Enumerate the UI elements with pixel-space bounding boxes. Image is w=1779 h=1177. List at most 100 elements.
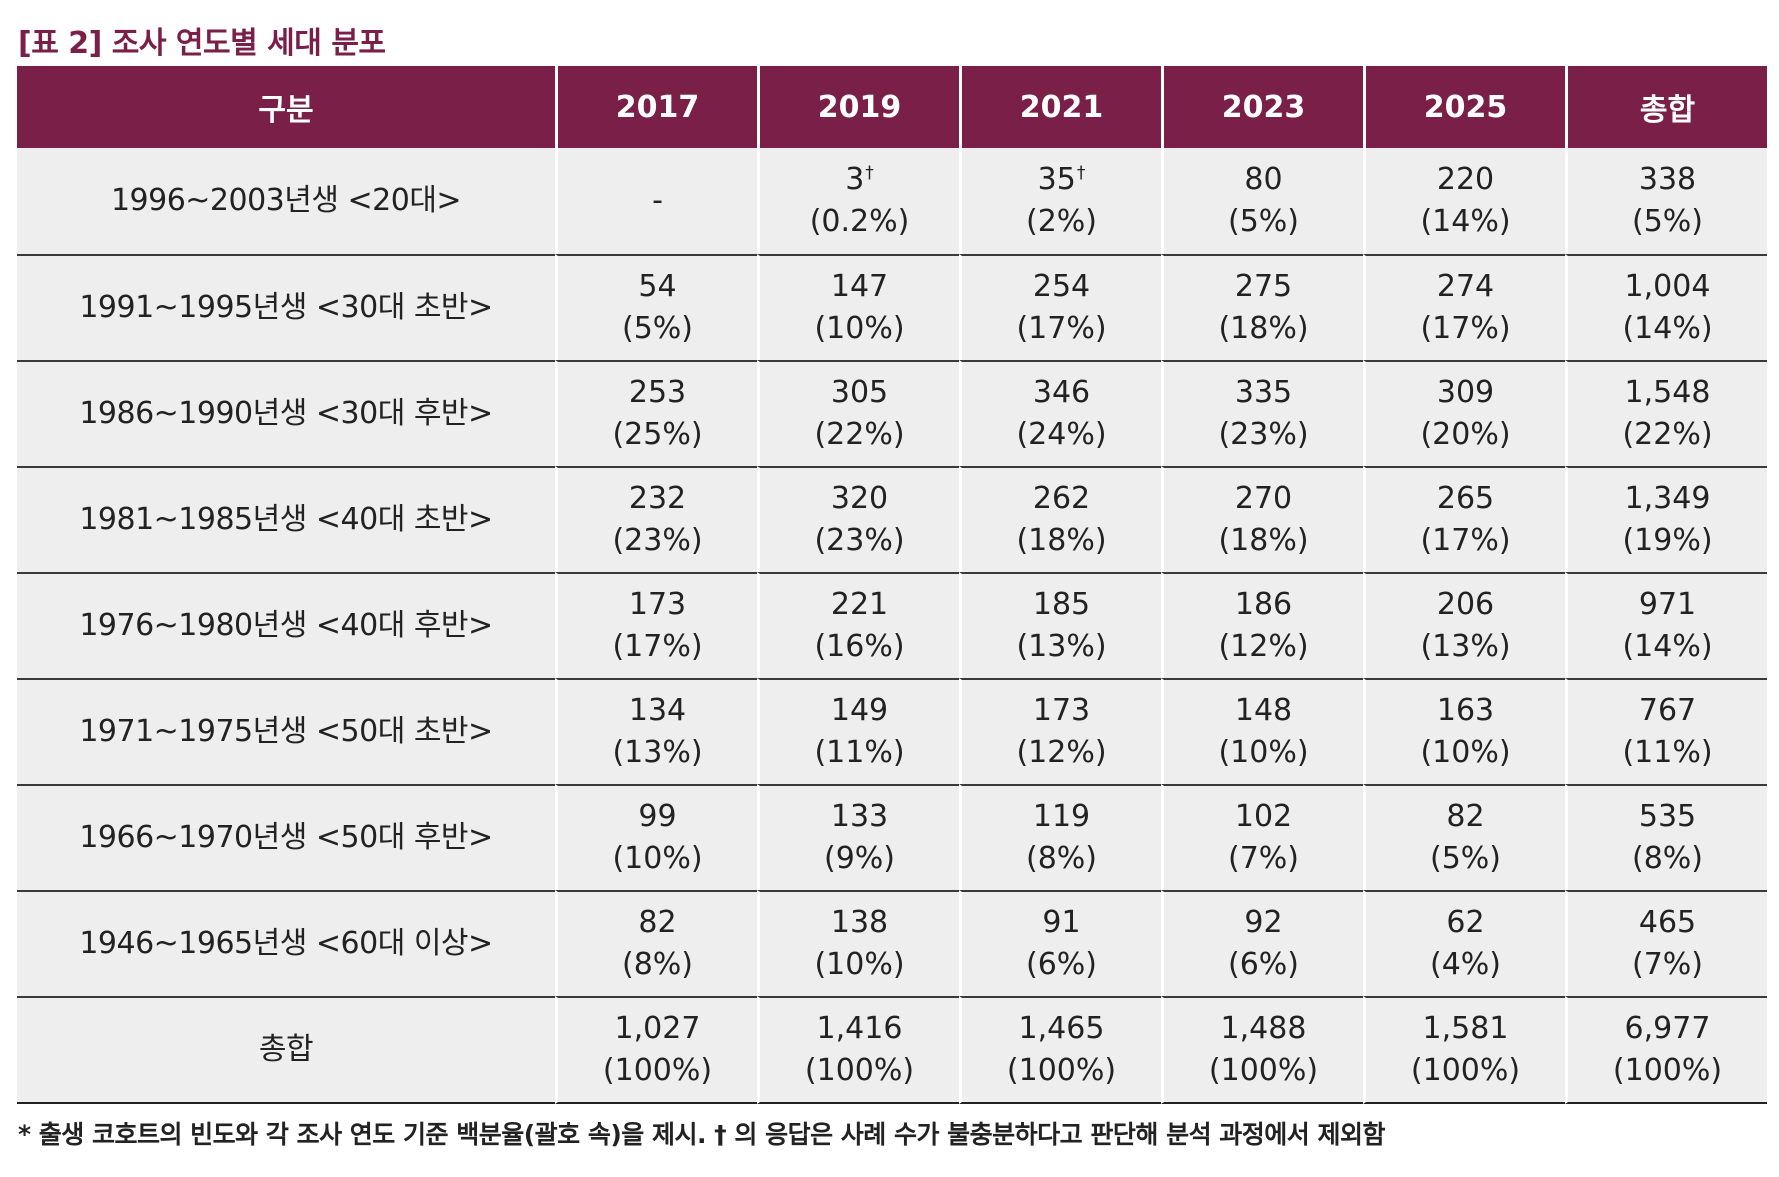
cell-percentage: (17%) <box>1420 311 1511 346</box>
cell-count: 206 <box>1436 587 1495 622</box>
cell-count-line: 767 <box>1568 690 1767 732</box>
cell-percentage: (17%) <box>1420 523 1511 558</box>
data-cell: 82 (5%) <box>1363 784 1565 890</box>
cell-count: 253 <box>628 375 687 410</box>
cell-count-line: 232 <box>558 478 757 520</box>
cell-percentage: (14%) <box>1420 204 1511 239</box>
cell-count-line: 1,416 <box>760 1008 959 1050</box>
cell-count: 138 <box>830 905 889 940</box>
table-row: 1991~1995년생 <30대 초반> 54 (5%) 147 (10%) 254 (17… <box>17 254 1767 360</box>
cell-percentage: (6%) <box>1025 947 1097 982</box>
data-cell: 465 (7%) <box>1565 890 1767 996</box>
cell-count: 185 <box>1032 587 1091 622</box>
cell-count: 149 <box>830 693 889 728</box>
cell-count: 320 <box>830 481 889 516</box>
cell-count: 971 <box>1638 587 1697 622</box>
cell-percentage: (5%) <box>1227 204 1299 239</box>
cell-count-line: 134 <box>558 690 757 732</box>
cell-count: 767 <box>1638 693 1697 728</box>
data-cell: 62 (4%) <box>1363 890 1565 996</box>
table-row: 1986~1990년생 <30대 후반> 253 (25%) 305 (22%) 346 (… <box>17 360 1767 466</box>
data-cell: 265 (17%) <box>1363 466 1565 572</box>
data-cell: 173 (12%) <box>959 678 1161 784</box>
cell-percentage: (23%) <box>814 523 905 558</box>
cell-percentage: (5%) <box>1429 841 1501 876</box>
cell-percentage: (14%) <box>1622 629 1713 664</box>
cell-percentage: (2%) <box>1025 204 1097 239</box>
cell-count-line: 185 <box>962 584 1161 626</box>
data-cell: 102 (7%) <box>1161 784 1363 890</box>
data-cell: 138 (10%) <box>757 890 959 996</box>
cell-count: 147 <box>830 269 889 304</box>
header-cell-2017: 2017 <box>555 66 757 148</box>
cell-percentage: (100%) <box>1410 1053 1521 1088</box>
data-cell: 3† (0.2%) <box>757 148 959 254</box>
cell-percentage: (100%) <box>602 1053 713 1088</box>
cell-percentage: (100%) <box>1612 1053 1723 1088</box>
cell-count-line: 91 <box>962 902 1161 944</box>
cell-percentage: (10%) <box>1420 735 1511 770</box>
row-label: 1946~1965년생 <60대 이상> <box>17 890 555 996</box>
cell-percentage: (14%) <box>1622 311 1713 346</box>
cell-count-line: 186 <box>1164 584 1363 626</box>
cell-percentage: (11%) <box>814 735 905 770</box>
cell-count-line: 274 <box>1366 266 1565 308</box>
cell-count: 275 <box>1234 269 1293 304</box>
cell-count: 6,977 <box>1624 1011 1711 1046</box>
cell-count-line: 335 <box>1164 372 1363 414</box>
data-cell: 274 (17%) <box>1363 254 1565 360</box>
cell-count-line: 270 <box>1164 478 1363 520</box>
cell-percentage: (19%) <box>1622 523 1713 558</box>
data-cell: 92 (6%) <box>1161 890 1363 996</box>
cell-count-line: 82 <box>558 902 757 944</box>
cell-count: 1,581 <box>1422 1011 1509 1046</box>
table-row: 1976~1980년생 <40대 후반> 173 (17%) 221 (16%) 185 (… <box>17 572 1767 678</box>
cell-count: 1,465 <box>1018 1011 1105 1046</box>
cell-count: 262 <box>1032 481 1091 516</box>
cell-count: 173 <box>1032 693 1091 728</box>
cell-percentage: (13%) <box>612 735 703 770</box>
cell-count: 535 <box>1638 799 1697 834</box>
cell-count-line: 1,349 <box>1568 478 1767 520</box>
data-cell: 335 (23%) <box>1161 360 1363 466</box>
cell-count: 221 <box>830 587 889 622</box>
data-cell: 320 (23%) <box>757 466 959 572</box>
cell-count-line: 206 <box>1366 584 1565 626</box>
data-cell: 1,349 (19%) <box>1565 466 1767 572</box>
data-cell: 163 (10%) <box>1363 678 1565 784</box>
data-cell: 309 (20%) <box>1363 360 1565 466</box>
cell-count-line: 173 <box>962 690 1161 732</box>
data-cell: 535 (8%) <box>1565 784 1767 890</box>
row-label: 1976~1980년생 <40대 후반> <box>17 572 555 678</box>
cell-percentage: (100%) <box>1208 1053 1319 1088</box>
cell-percentage: (13%) <box>1016 629 1107 664</box>
data-cell: 305 (22%) <box>757 360 959 466</box>
data-cell: 173 (17%) <box>555 572 757 678</box>
cell-count-line: 1,548 <box>1568 372 1767 414</box>
cell-percentage: (100%) <box>1006 1053 1117 1088</box>
cell-count-line: 149 <box>760 690 959 732</box>
data-cell: 1,416 (100%) <box>757 996 959 1104</box>
cell-count-line: 147 <box>760 266 959 308</box>
row-label: 1996~2003년생 <20대> <box>17 148 555 254</box>
cell-count: 220 <box>1436 162 1495 197</box>
cell-count-line: 3† <box>760 159 959 201</box>
dagger-mark: † <box>1076 163 1086 183</box>
cell-count: 3 <box>845 162 865 197</box>
data-cell: 1,548 (22%) <box>1565 360 1767 466</box>
cell-count-line: - <box>558 180 757 222</box>
data-cell: 253 (25%) <box>555 360 757 466</box>
table-body: 1996~2003년생 <20대> -3† (0.2%) 35† (2%) 80 (5%) 2… <box>17 148 1767 1104</box>
cell-count-line: 320 <box>760 478 959 520</box>
data-cell: 220 (14%) <box>1363 148 1565 254</box>
cell-count: 119 <box>1032 799 1091 834</box>
cell-percentage: (18%) <box>1016 523 1107 558</box>
header-cell-2023: 2023 <box>1161 66 1363 148</box>
cell-percentage: (10%) <box>1218 735 1309 770</box>
cell-count: 1,548 <box>1624 375 1711 410</box>
table-row: 1971~1975년생 <50대 초반> 134 (13%) 149 (11%) 173 (… <box>17 678 1767 784</box>
cell-count-line: 1,581 <box>1366 1008 1565 1050</box>
row-label: 1986~1990년생 <30대 후반> <box>17 360 555 466</box>
cell-count-line: 163 <box>1366 690 1565 732</box>
data-cell: 767 (11%) <box>1565 678 1767 784</box>
